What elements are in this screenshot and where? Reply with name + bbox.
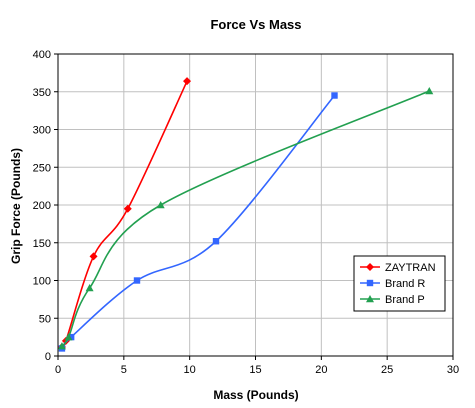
x-axis-label: Mass (Pounds) (213, 388, 298, 402)
y-tick-label: 400 (33, 49, 51, 61)
legend-item-brand-p: Brand P (360, 294, 425, 306)
y-tick-label: 0 (45, 351, 51, 363)
legend-label: ZAYTRAN (385, 262, 436, 274)
x-tick-label: 30 (447, 364, 459, 376)
y-tick-label: 150 (33, 238, 51, 250)
data-point-brand-r (212, 238, 220, 245)
legend-label: Brand P (385, 294, 425, 306)
grid-lines (58, 54, 453, 356)
data-point-brand-p (57, 342, 66, 350)
x-tick-label: 15 (249, 364, 261, 376)
y-tick-label: 250 (33, 162, 51, 174)
y-axis-ticks: 0 50 100 150 200 250 300 350 400 (33, 49, 58, 363)
x-tick-label: 25 (381, 364, 393, 376)
data-point-zaytran (89, 252, 98, 261)
data-point-brand-p (425, 86, 434, 95)
data-point-brand-r (331, 92, 338, 99)
x-tick-label: 20 (315, 364, 327, 376)
legend-swatch-marker (366, 295, 374, 303)
legend-item-zaytran: ZAYTRAN (360, 262, 436, 274)
x-tick-label: 10 (184, 364, 196, 376)
y-axis-label: Grip Force (Pounds) (9, 148, 23, 264)
data-point-brand-r (133, 277, 141, 284)
y-tick-label: 350 (33, 87, 51, 99)
series-brand-r (58, 92, 338, 352)
x-tick-label: 0 (55, 364, 61, 376)
x-axis-ticks: 0 5 10 15 20 25 30 (55, 356, 459, 376)
legend-swatch-marker (366, 279, 374, 287)
data-point-zaytran (183, 77, 192, 86)
data-point-brand-r (67, 333, 75, 341)
data-point-brand-p (156, 201, 165, 209)
data-point-brand-p (85, 284, 94, 292)
legend-label: Brand R (385, 278, 425, 290)
series-line-brand-r (61, 95, 336, 349)
series-layer (57, 77, 434, 352)
series-brand-p (57, 86, 434, 350)
data-point-zaytran (123, 204, 132, 213)
y-tick-label: 300 (33, 125, 51, 137)
legend: ZAYTRAN Brand R Brand P (353, 255, 446, 312)
data-point-brand-p (64, 333, 73, 341)
chart-title: Force Vs Mass (210, 17, 301, 32)
series-line-zaytran (61, 80, 188, 351)
y-tick-label: 200 (33, 200, 51, 212)
legend-swatch-marker (366, 263, 374, 271)
x-tick-label: 5 (121, 364, 127, 376)
y-tick-label: 100 (33, 276, 51, 288)
legend-item-brand-r: Brand R (360, 278, 425, 290)
y-tick-label: 50 (39, 313, 51, 325)
